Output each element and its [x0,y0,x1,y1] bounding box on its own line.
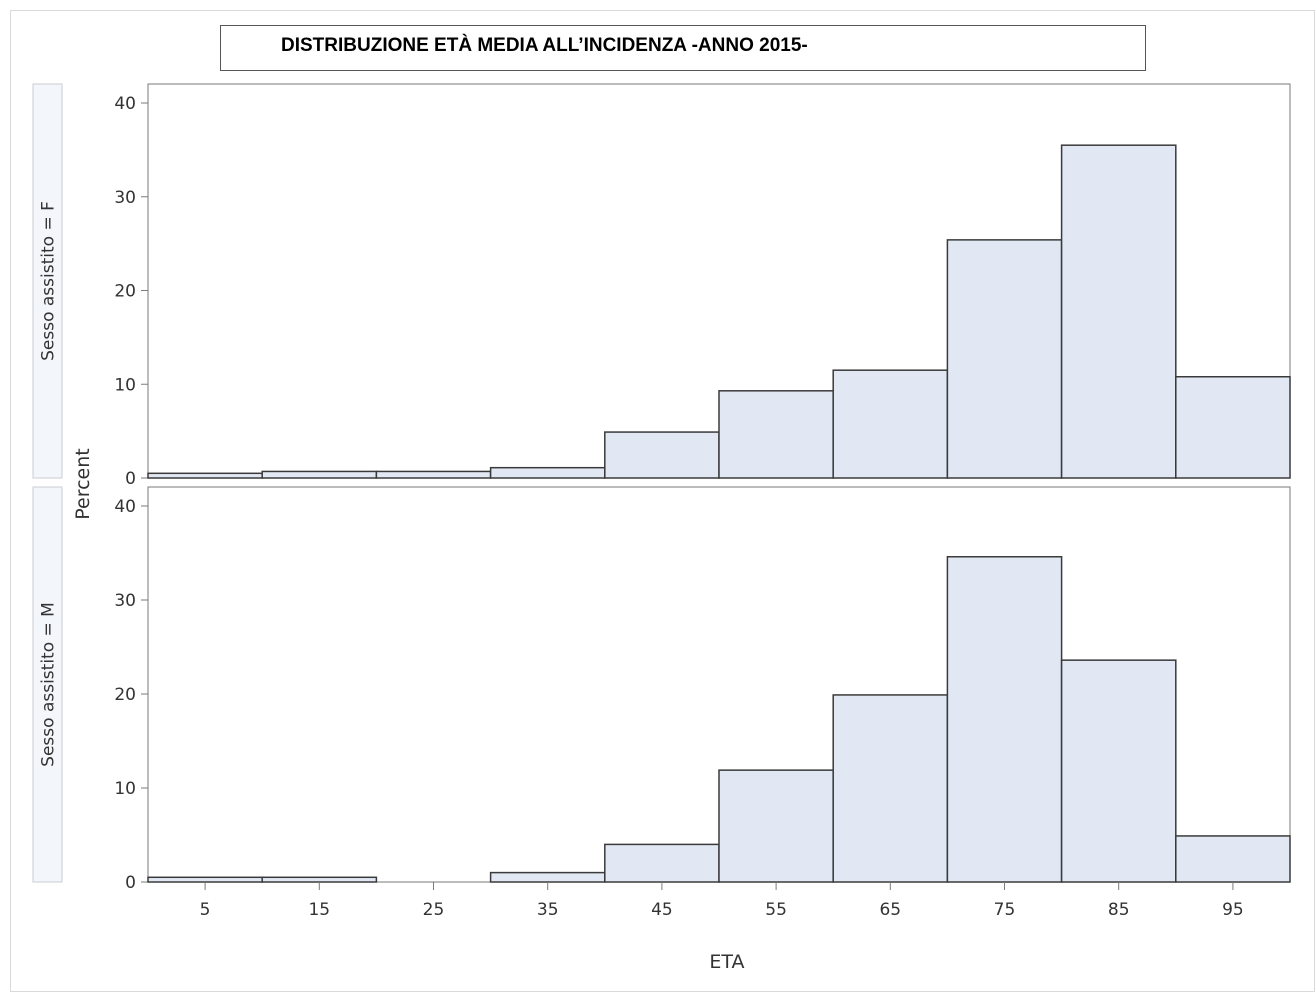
y-tick-label: 0 [125,873,136,893]
chart-title: DISTRIBUZIONE ETÀ MEDIA ALL’INCIDENZA -A… [281,35,808,56]
histogram-bar [604,431,720,479]
histogram-bar [946,239,1063,479]
histogram-bar [718,769,834,883]
histogram-bar [832,694,949,883]
panel-strip [32,83,63,479]
x-axis-title: ETA [709,951,744,973]
y-tick-label: 30 [114,591,136,611]
x-tick-label: 25 [423,900,445,920]
histogram-bar [261,470,378,479]
histogram-bar [147,876,263,883]
x-tick-label: 45 [651,900,673,920]
histogram-bar [489,466,606,479]
x-axis: 5 15 25 35 45 55 65 75 85 95 [200,882,1244,920]
histogram-bar [1060,659,1177,883]
y-tick-label: 10 [114,375,136,395]
y-tick-label: 30 [114,188,136,208]
x-tick-label: 55 [765,900,787,920]
histogram-bar [1060,144,1177,479]
panel-label: Sesso assistito = M [39,602,59,767]
histogram-bar [604,843,720,883]
x-tick-label: 15 [308,900,330,920]
histogram-bar [489,871,606,883]
panel-1: Sesso assistito = F 0 10 20 30 40 [32,83,1291,489]
y-tick-label: 0 [125,469,136,489]
x-tick-label: 5 [200,900,211,920]
x-tick-label: 85 [1108,900,1130,920]
x-tick-label: 75 [994,900,1016,920]
histogram-bar [718,390,834,479]
panel-label: Sesso assistito = F [39,201,59,361]
y-tick-label: 40 [114,497,136,517]
histogram-bar [375,470,492,479]
y-tick-label: 10 [114,779,136,799]
histogram-bar [261,876,378,883]
panel-strip [32,486,63,883]
y-tick-label: 20 [114,685,136,705]
histogram-bar [1175,835,1291,883]
panel-2: Sesso assistito = M 0 10 20 30 40 [32,486,1291,893]
x-tick-label: 65 [879,900,901,920]
histogram-bar [147,472,263,479]
y-axis-title: Percent [72,448,94,520]
y-tick-label: 20 [114,282,136,302]
histogram-bar [1175,376,1291,479]
x-tick-label: 95 [1222,900,1244,920]
x-tick-label: 35 [537,900,559,920]
histogram-bar [946,556,1063,883]
y-tick-label: 40 [114,94,136,114]
histogram-bar [832,369,949,479]
chart-title-box: DISTRIBUZIONE ETÀ MEDIA ALL’INCIDENZA -A… [220,25,1146,71]
